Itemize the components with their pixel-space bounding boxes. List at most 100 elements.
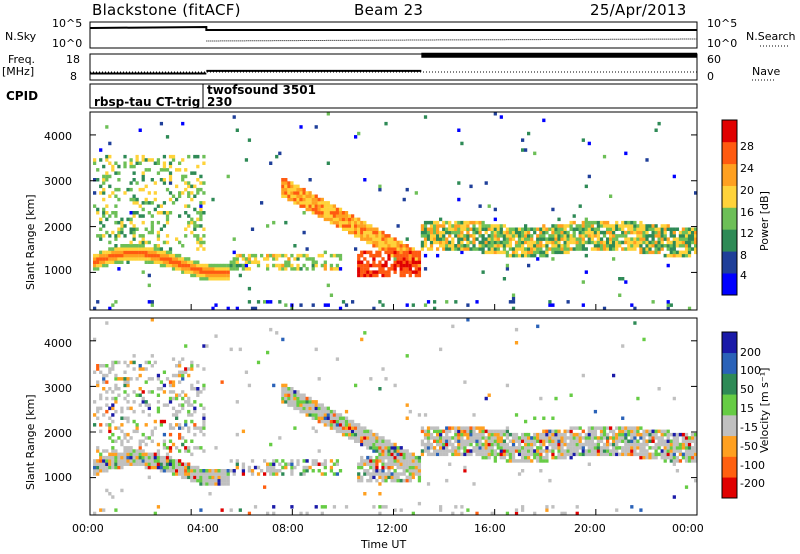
velocity-cell bbox=[311, 413, 315, 417]
velocity-cell bbox=[606, 446, 610, 450]
velocity-cell bbox=[669, 455, 673, 460]
power-cell bbox=[372, 253, 376, 258]
velocity-cell bbox=[487, 449, 491, 453]
velocity-cell bbox=[238, 508, 242, 512]
power-cell bbox=[436, 234, 440, 238]
power-cell bbox=[226, 263, 230, 268]
power-cell bbox=[138, 128, 142, 132]
power-cell bbox=[581, 220, 585, 225]
power-cell bbox=[117, 187, 121, 192]
power-cell bbox=[320, 204, 324, 208]
power-cell bbox=[171, 158, 176, 162]
power-cell bbox=[308, 257, 312, 261]
velocity-cell bbox=[269, 327, 273, 332]
velocity-cell bbox=[578, 446, 582, 450]
power-cell bbox=[521, 247, 525, 251]
velocity-cell bbox=[338, 413, 343, 417]
power-cell bbox=[545, 240, 549, 245]
power-cell bbox=[196, 217, 200, 222]
velocity-cell bbox=[375, 439, 379, 443]
power-cell bbox=[150, 300, 154, 304]
power-cell bbox=[165, 217, 170, 222]
power-cell bbox=[168, 191, 173, 195]
velocity-cell bbox=[220, 508, 224, 512]
power-cell bbox=[463, 234, 467, 238]
power-cell bbox=[533, 151, 537, 156]
velocity-cell bbox=[566, 442, 570, 447]
velocity-cell bbox=[472, 449, 476, 453]
velocity-cell bbox=[175, 446, 179, 450]
velocity-cell bbox=[184, 344, 188, 348]
velocity-cell bbox=[311, 416, 315, 420]
power-cell bbox=[666, 253, 670, 258]
power-cell bbox=[369, 263, 373, 268]
power-cell bbox=[363, 234, 367, 238]
power-cell bbox=[202, 247, 206, 251]
power-cell bbox=[165, 253, 170, 258]
velocity-cell bbox=[445, 436, 449, 440]
velocity-cell bbox=[105, 488, 109, 493]
power-cell bbox=[284, 260, 288, 264]
power-cell bbox=[317, 214, 321, 218]
power-cell bbox=[399, 244, 403, 248]
velocity-cell bbox=[162, 459, 167, 463]
velocity-cell bbox=[335, 423, 340, 427]
velocity-cell bbox=[469, 442, 473, 447]
velocity-cell bbox=[120, 377, 124, 381]
power-cell bbox=[593, 220, 598, 225]
power-cell bbox=[478, 240, 482, 245]
velocity-cell bbox=[678, 452, 683, 457]
power-cell bbox=[102, 224, 106, 228]
power-cell bbox=[184, 260, 188, 264]
power-cell bbox=[533, 240, 537, 245]
power-cell bbox=[387, 253, 391, 258]
power-cell bbox=[681, 230, 686, 235]
velocity-cell bbox=[524, 439, 528, 443]
velocity-cell bbox=[250, 472, 255, 476]
velocity-cell bbox=[590, 449, 595, 453]
power-cell bbox=[105, 178, 109, 182]
velocity-cell bbox=[560, 455, 564, 460]
velocity-cell bbox=[478, 452, 482, 457]
velocity-cell bbox=[563, 449, 567, 453]
velocity-cell bbox=[466, 508, 470, 512]
power-cell bbox=[569, 247, 573, 251]
power-cell bbox=[305, 191, 309, 195]
power-cell bbox=[508, 227, 513, 231]
power-cell bbox=[636, 237, 640, 241]
velocity-cell bbox=[372, 505, 376, 509]
power-cell bbox=[399, 247, 403, 251]
velocity-cell bbox=[633, 426, 637, 430]
power-cell bbox=[587, 230, 591, 235]
velocity-cell bbox=[405, 462, 409, 466]
power-cell bbox=[256, 260, 261, 264]
power-cell bbox=[241, 257, 246, 261]
velocity-cell bbox=[323, 459, 327, 463]
power-cell bbox=[426, 247, 431, 251]
power-cell bbox=[599, 247, 604, 251]
velocity-cell bbox=[317, 469, 321, 473]
power-ytick: 1000 bbox=[44, 264, 72, 277]
velocity-cell bbox=[366, 472, 370, 476]
velocity-cell bbox=[196, 446, 200, 450]
power-cell bbox=[517, 237, 522, 241]
velocity-cell bbox=[360, 478, 364, 483]
velocity-cell bbox=[527, 449, 531, 453]
power-cell bbox=[150, 257, 154, 261]
power-cell bbox=[484, 181, 488, 185]
power-cell bbox=[457, 227, 461, 231]
power-cell bbox=[99, 158, 103, 162]
power-cell bbox=[411, 257, 415, 261]
power-cell bbox=[132, 237, 136, 241]
velocity-cell bbox=[162, 462, 167, 466]
velocity-cell bbox=[408, 409, 412, 414]
power-cell bbox=[326, 211, 330, 215]
velocity-cell bbox=[135, 393, 139, 397]
power-cell bbox=[202, 191, 206, 195]
nsky-trace bbox=[90, 25, 697, 31]
power-cell bbox=[560, 227, 564, 231]
power-cell bbox=[363, 267, 367, 271]
velocity-cell bbox=[560, 452, 564, 457]
velocity-cell bbox=[478, 426, 482, 430]
power-cell bbox=[581, 280, 585, 284]
